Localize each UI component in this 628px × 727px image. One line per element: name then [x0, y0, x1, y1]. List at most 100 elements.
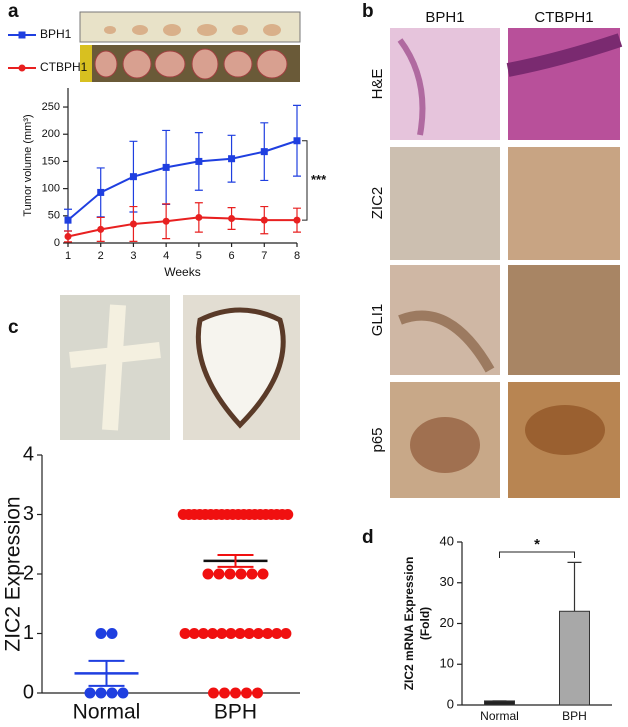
data-point [280, 628, 292, 639]
x-tick-label: 1 [65, 250, 71, 262]
row-label: ZIC2 [369, 187, 386, 220]
data-point [252, 628, 264, 639]
data-point [224, 568, 236, 580]
panel-label: c [8, 317, 19, 338]
panel-label: d [362, 527, 374, 548]
series-line [67, 139, 298, 221]
series-line [67, 216, 297, 238]
marker [260, 216, 268, 224]
data-point [241, 687, 252, 699]
x-tick-label: 4 [163, 250, 169, 262]
y-tick-label: 100 [42, 183, 60, 195]
error-bar [567, 561, 582, 612]
histology-images [390, 28, 623, 498]
x-axis-title: Weeks [164, 265, 200, 279]
data-point [216, 628, 228, 639]
x-tick-label: 2 [98, 250, 104, 262]
y-tick-label: 0 [447, 696, 454, 711]
y-tick-label: 50 [48, 210, 60, 222]
data-point [230, 687, 241, 699]
data-point [208, 687, 219, 699]
data-point [271, 628, 283, 639]
y-axis-title: (Fold) [418, 607, 432, 640]
data-point [225, 628, 237, 639]
data-point [197, 628, 209, 639]
y-tick-label: 250 [42, 101, 60, 113]
y-tick-label: 20 [440, 615, 454, 630]
marker [129, 220, 137, 228]
data-point [246, 568, 258, 580]
marker [162, 163, 170, 171]
annotation: * [534, 536, 540, 553]
marker [162, 217, 170, 225]
row-label: p65 [369, 427, 386, 452]
x-tick-label: 3 [130, 250, 136, 262]
data-point [117, 687, 129, 699]
marker [129, 173, 137, 181]
y-tick-label: 3 [23, 503, 34, 525]
y-axis-title: ZIC2 Expression [2, 496, 25, 651]
bar [559, 610, 590, 706]
marker [64, 216, 72, 224]
y-axis-title: ZIC2 mRNA Expression [402, 557, 416, 691]
y-tick-label: 4 [23, 443, 34, 465]
y-tick-label: 40 [440, 533, 454, 548]
significance-bracket [302, 140, 308, 221]
x-tick-label: 8 [294, 250, 300, 262]
y-tick-label: 10 [440, 656, 454, 671]
marker [195, 213, 203, 221]
legend-label: CTBPH1 [40, 60, 88, 74]
marker [97, 188, 105, 196]
marker [97, 225, 105, 233]
data-point [106, 628, 118, 639]
marker [293, 137, 301, 145]
legend-label: BPH1 [40, 27, 72, 41]
data-point [95, 628, 107, 639]
data-point [234, 628, 246, 639]
data-point [106, 687, 118, 699]
sem-bar [88, 659, 125, 687]
data-point [95, 687, 107, 699]
x-tick-label: 6 [229, 250, 235, 262]
panel-label: b [362, 1, 374, 22]
significance-bracket [499, 551, 575, 558]
y-tick-label: 30 [440, 574, 454, 589]
marker [195, 157, 203, 165]
column-label: CTBPH1 [534, 9, 593, 26]
panel-label: a [8, 1, 19, 22]
marker [228, 215, 236, 223]
ihc-images [60, 295, 300, 440]
sem-bar [217, 553, 254, 568]
x-tick-label: Normal [480, 709, 519, 723]
data-point [219, 687, 230, 699]
row-label: GLI1 [369, 304, 386, 337]
x-tick-label: BPH [214, 701, 257, 724]
data-point [84, 687, 96, 699]
marker [64, 232, 72, 240]
y-tick-label: 0 [23, 681, 34, 703]
y-axis-title: Tumor volume (mm³) [22, 114, 34, 216]
data-point [257, 568, 269, 580]
bar [484, 700, 515, 706]
x-tick-label: 7 [261, 250, 267, 262]
x-tick-label: 5 [196, 250, 202, 262]
annotation: *** [311, 172, 327, 187]
data-point [207, 628, 219, 639]
marker [260, 148, 268, 156]
y-tick-label: 0 [54, 237, 60, 249]
data-point [188, 628, 200, 639]
x-tick-label: Normal [73, 701, 141, 724]
data-point [252, 687, 263, 699]
y-tick-label: 1 [23, 622, 34, 644]
y-tick-label: 200 [42, 128, 60, 140]
row-label: H&E [369, 69, 386, 100]
y-tick-label: 2 [23, 562, 34, 584]
data-point [179, 628, 191, 639]
data-point [202, 568, 214, 580]
legend-marker [18, 64, 26, 72]
legend-marker [18, 31, 26, 39]
data-point [243, 628, 255, 639]
data-point [262, 628, 274, 639]
column-label: BPH1 [425, 9, 464, 26]
